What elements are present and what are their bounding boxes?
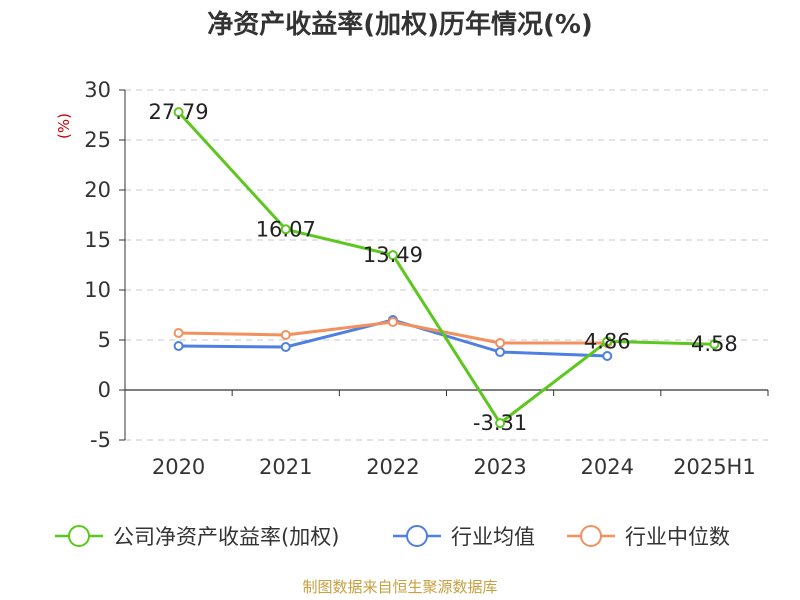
data-point: [387, 250, 398, 261]
x-tick-label: 2020: [152, 455, 205, 479]
data-label: 27.79: [149, 100, 209, 124]
y-tick-label: 10: [84, 278, 111, 302]
x-tick-label: 2023: [473, 455, 526, 479]
legend-label: 行业均值: [451, 525, 535, 549]
legend-item: 公司净资产收益率(加权): [55, 525, 339, 549]
legend-label: 公司净资产收益率(加权): [113, 525, 339, 549]
data-label: 4.58: [691, 332, 738, 356]
legend-label: 行业中位数: [625, 525, 730, 549]
axes: -5 0 5 10 15 20 25 30 2020 2021 2022 2023 2024 2025H1: [84, 78, 769, 479]
grid-lines: [125, 89, 768, 441]
data-point: [602, 351, 613, 361]
data-point: [495, 338, 506, 348]
data-point: [173, 328, 184, 338]
y-tick-label: 25: [84, 128, 111, 152]
data-point: [173, 341, 184, 351]
data-point: [387, 317, 398, 327]
y-unit-label: (%): [55, 113, 73, 139]
data-label: 13.49: [363, 243, 423, 267]
data-point: [495, 418, 506, 429]
y-tick-label: 15: [84, 228, 111, 252]
data-label: 16.07: [256, 217, 316, 241]
chart-title: 净资产收益率(加权)历年情况(%): [207, 9, 593, 40]
y-tick-label: 30: [84, 78, 111, 102]
data-labels: 27.79 16.07 13.49 -3.31 4.86 4.58: [149, 100, 738, 435]
legend-marker: [406, 525, 428, 547]
y-tick-label: 20: [84, 178, 111, 202]
x-tick-label: 2022: [366, 455, 419, 479]
data-point: [280, 330, 291, 340]
source-note: 制图数据来自恒生聚源数据库: [302, 578, 497, 596]
data-point: [602, 336, 613, 347]
series-line: [177, 111, 715, 425]
legend-item: 行业均值: [393, 525, 535, 549]
data-point: [495, 347, 506, 357]
y-tick-label: 5: [98, 328, 111, 352]
x-tick-label: 2021: [259, 455, 312, 479]
series-1: [173, 107, 720, 429]
legend-item: 行业中位数: [567, 525, 730, 549]
y-tick-label: -5: [90, 428, 111, 452]
data-point: [280, 342, 291, 352]
y-tick-label: 0: [98, 378, 111, 402]
legend-marker: [68, 525, 90, 547]
legend-marker: [580, 525, 602, 547]
series-layer: [173, 107, 720, 429]
series-3: [173, 317, 613, 348]
data-label: 4.86: [584, 329, 631, 353]
data-label: -3.31: [473, 411, 527, 435]
legend: 公司净资产收益率(加权) 行业均值 行业中位数: [55, 525, 730, 549]
data-point: [280, 224, 291, 235]
data-point: [709, 339, 720, 350]
x-tick-label: 2024: [581, 455, 634, 479]
data-point: [173, 107, 184, 118]
x-tick-label: 2025H1: [673, 455, 756, 479]
